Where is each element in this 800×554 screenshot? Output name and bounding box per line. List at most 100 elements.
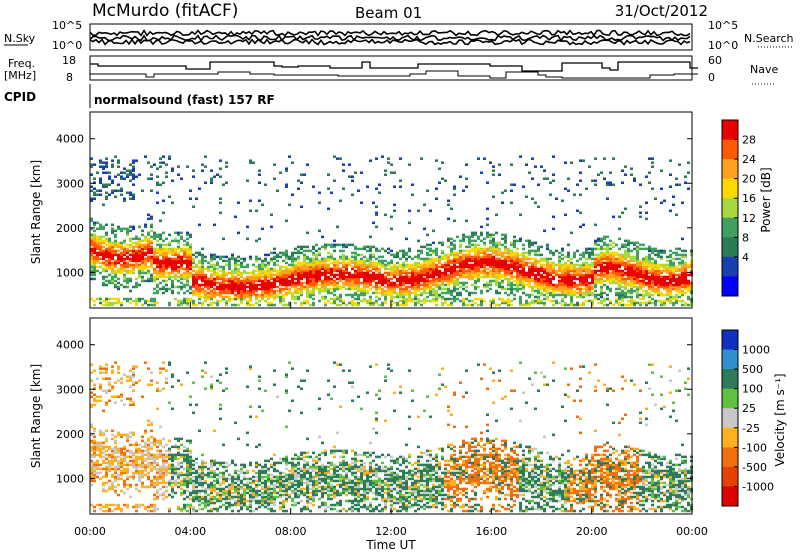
power-cell bbox=[156, 239, 159, 243]
power-cell bbox=[147, 299, 150, 303]
power-cell bbox=[396, 265, 399, 269]
power-cell bbox=[444, 275, 447, 279]
velocity-cell bbox=[99, 387, 102, 390]
power-cell bbox=[576, 283, 579, 287]
power-cell bbox=[555, 273, 558, 277]
power-cell bbox=[381, 255, 384, 259]
power-cell bbox=[387, 247, 390, 251]
power-cell bbox=[375, 301, 378, 305]
velocity-cell bbox=[129, 435, 132, 439]
power-cell bbox=[648, 277, 651, 281]
power-cell bbox=[447, 277, 450, 281]
power-cell bbox=[402, 303, 405, 307]
power-colorbar-swatch bbox=[722, 198, 738, 219]
power-cell bbox=[417, 249, 420, 253]
power-cell bbox=[612, 273, 615, 277]
power-cell bbox=[105, 265, 108, 269]
power-cell bbox=[546, 257, 549, 261]
power-cell bbox=[474, 245, 477, 249]
power-cell bbox=[168, 251, 171, 255]
power-cell bbox=[540, 281, 543, 285]
power-cell bbox=[312, 265, 315, 269]
power-cell bbox=[681, 253, 684, 257]
power-cell bbox=[495, 261, 498, 265]
power-cell bbox=[363, 299, 366, 303]
power-cell bbox=[150, 217, 153, 221]
power-cell bbox=[501, 301, 504, 305]
power-cell bbox=[426, 273, 429, 277]
power-cell bbox=[111, 265, 114, 269]
velocity-cell bbox=[123, 467, 126, 471]
power-cell bbox=[549, 271, 552, 275]
power-cell bbox=[651, 165, 654, 168]
power-cell bbox=[306, 257, 309, 261]
power-cell bbox=[408, 267, 411, 271]
power-cell bbox=[180, 287, 183, 291]
power-cell bbox=[327, 275, 330, 279]
power-cell bbox=[639, 205, 642, 209]
power-cell bbox=[201, 261, 204, 265]
power-cell bbox=[684, 249, 687, 253]
power-cell bbox=[546, 289, 549, 293]
power-cell bbox=[501, 243, 504, 247]
power-cell bbox=[474, 231, 477, 235]
power-cell bbox=[447, 289, 450, 293]
power-cell bbox=[678, 267, 681, 271]
power-cell bbox=[489, 271, 492, 275]
power-cell bbox=[129, 197, 132, 201]
power-cell bbox=[390, 297, 393, 301]
power-cell bbox=[609, 259, 612, 263]
power-cell bbox=[561, 279, 564, 283]
power-cell bbox=[588, 265, 591, 269]
power-cell bbox=[585, 271, 588, 275]
velocity-cell bbox=[129, 459, 132, 463]
power-cell bbox=[423, 283, 426, 287]
power-cell bbox=[450, 265, 453, 269]
power-cell bbox=[258, 199, 261, 203]
power-cell bbox=[459, 299, 462, 303]
power-cell bbox=[510, 241, 513, 245]
velocity-cell bbox=[99, 399, 102, 403]
power-cell bbox=[552, 265, 555, 269]
power-cell bbox=[93, 247, 96, 251]
power-cell bbox=[600, 295, 603, 299]
power-cell bbox=[513, 263, 516, 267]
power-cell bbox=[618, 259, 621, 263]
power-cell bbox=[105, 191, 108, 195]
power-cell bbox=[474, 269, 477, 273]
power-cell bbox=[459, 257, 462, 261]
power-cell bbox=[192, 303, 195, 307]
power-cell bbox=[597, 301, 600, 305]
power-cell bbox=[405, 291, 408, 295]
power-cell bbox=[453, 271, 456, 275]
power-cell bbox=[672, 277, 675, 281]
power-cell bbox=[147, 249, 150, 253]
power-cell bbox=[279, 299, 282, 303]
power-cell bbox=[507, 283, 510, 287]
power-cell bbox=[579, 211, 582, 215]
power-cell bbox=[237, 255, 240, 259]
power-cell bbox=[195, 251, 198, 255]
power-cell bbox=[609, 261, 612, 265]
power-cell bbox=[321, 273, 324, 277]
power-cell bbox=[630, 249, 633, 253]
power-cell bbox=[477, 257, 480, 261]
power-cell bbox=[108, 279, 111, 283]
power-cell bbox=[393, 253, 396, 257]
power-cell bbox=[147, 257, 150, 261]
power-cell bbox=[351, 301, 354, 305]
power-cell bbox=[513, 241, 516, 245]
power-cell bbox=[513, 243, 516, 247]
power-cell bbox=[342, 265, 345, 269]
power-cell bbox=[177, 271, 180, 275]
velocity-cell bbox=[102, 409, 105, 413]
power-cell bbox=[99, 177, 102, 180]
power-cell bbox=[627, 247, 630, 251]
power-cell bbox=[198, 287, 201, 291]
power-cell bbox=[636, 289, 639, 293]
power-cell bbox=[297, 261, 300, 265]
power-cell bbox=[144, 265, 147, 269]
power-cell bbox=[639, 285, 642, 289]
power-cell bbox=[573, 251, 576, 255]
velocity-cell bbox=[105, 445, 108, 449]
